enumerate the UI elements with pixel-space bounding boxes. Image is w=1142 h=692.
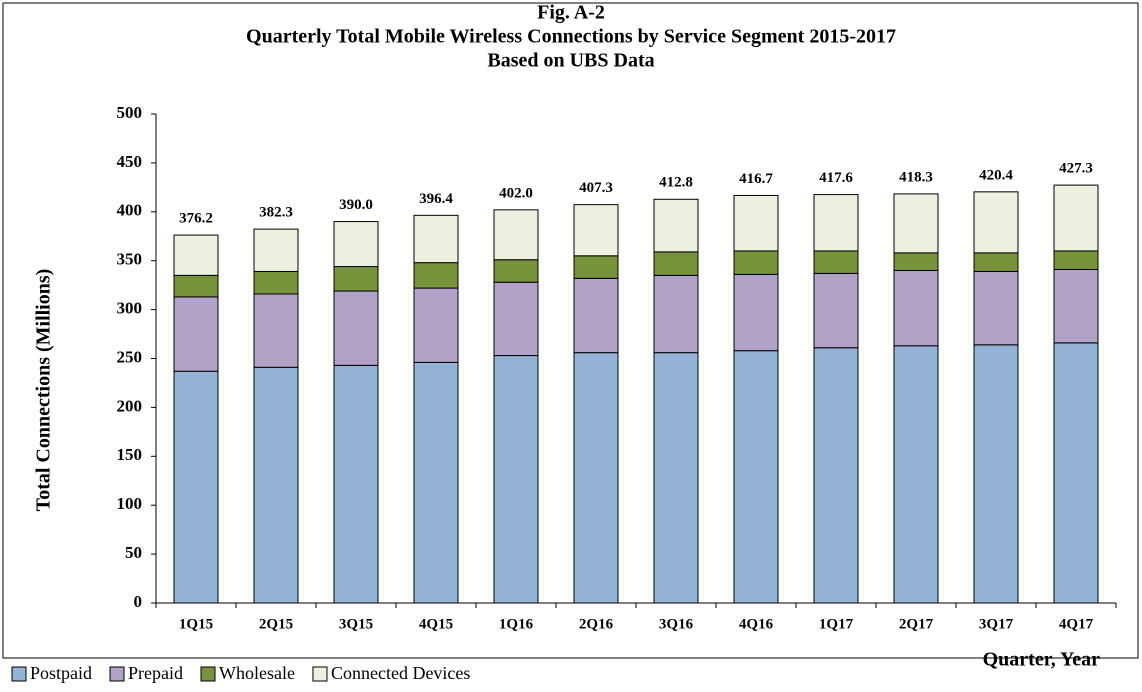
- legend-label: Connected Devices: [331, 663, 470, 683]
- bar-segment: [573, 255, 619, 279]
- bar-segment: [893, 252, 939, 271]
- bar-segment: [973, 344, 1019, 604]
- legend-swatch: [11, 666, 27, 682]
- bar-segment: [173, 274, 219, 298]
- bar-segment: [1053, 184, 1099, 252]
- x-tick-label: 2Q17: [899, 616, 934, 632]
- bar-segment: [893, 345, 939, 604]
- y-tick-label: 100: [117, 494, 143, 513]
- x-tick-label: 3Q15: [339, 616, 373, 632]
- bar-segment: [653, 274, 699, 354]
- x-axis-label: Quarter, Year: [983, 649, 1100, 671]
- x-tick-label: 4Q17: [1059, 616, 1094, 632]
- x-tick-label: 2Q15: [259, 616, 293, 632]
- bar-segment: [173, 234, 219, 276]
- y-tick-label: 50: [125, 543, 142, 562]
- x-tick-label: 4Q16: [739, 616, 774, 632]
- bar-segment: [413, 361, 459, 604]
- bar-segment: [893, 193, 939, 254]
- chart-subtitle: Based on UBS Data: [487, 50, 654, 72]
- bar-segment: [1053, 250, 1099, 271]
- bar-segment: [493, 209, 539, 261]
- bar-segment: [653, 352, 699, 604]
- bar-segment: [813, 194, 859, 252]
- chart-subtitle: Quarterly Total Mobile Wireless Connecti…: [246, 26, 896, 48]
- y-tick-label: 500: [117, 103, 143, 122]
- bar-segment: [413, 287, 459, 363]
- chart-frame: [2, 2, 1139, 659]
- bar-segment: [173, 370, 219, 604]
- y-tick-label: 400: [117, 201, 143, 220]
- legend-swatch: [200, 666, 216, 682]
- bar-segment: [333, 266, 379, 292]
- y-tick-label: 250: [117, 347, 143, 366]
- bar-segment: [493, 281, 539, 357]
- total-label: 416.7: [739, 171, 773, 187]
- y-axis-label: Total Connections (Millions): [33, 269, 55, 512]
- bar-segment: [1053, 269, 1099, 344]
- bar-segment: [173, 296, 219, 372]
- x-tick-label: 1Q16: [499, 616, 534, 632]
- x-tick-label: 3Q17: [979, 616, 1014, 632]
- bar-segment: [1053, 342, 1099, 604]
- x-tick-label: 3Q16: [659, 616, 694, 632]
- legend-label: Postpaid: [30, 663, 92, 683]
- bar-segment: [253, 270, 299, 295]
- bar-segment: [333, 290, 379, 366]
- y-tick-label: 150: [117, 445, 143, 464]
- bar-segment: [413, 214, 459, 264]
- bar-segment: [973, 252, 1019, 272]
- bar-segment: [253, 228, 299, 272]
- bar-segment: [653, 198, 699, 253]
- y-tick-label: 200: [117, 396, 143, 415]
- bar-segment: [573, 352, 619, 604]
- legend-label: Wholesale: [219, 663, 295, 683]
- total-label: 412.8: [659, 175, 693, 191]
- bar-segment: [573, 204, 619, 257]
- legend-swatch: [312, 666, 328, 682]
- bar-segment: [733, 273, 779, 352]
- x-tick-label: 2Q16: [579, 616, 614, 632]
- bar-segment: [253, 366, 299, 604]
- bar-segment: [733, 194, 779, 252]
- bar-segment: [733, 250, 779, 275]
- y-tick-label: 450: [117, 152, 143, 171]
- bar-segment: [733, 350, 779, 604]
- bar-segment: [493, 355, 539, 604]
- total-label: 417.6: [819, 170, 853, 186]
- bar-segment: [653, 251, 699, 276]
- total-label: 390.0: [339, 197, 373, 213]
- y-tick-label: 350: [117, 250, 143, 269]
- x-tick-label: 1Q15: [179, 616, 213, 632]
- y-tick-label: 0: [134, 592, 143, 611]
- x-tick-label: 1Q17: [819, 616, 854, 632]
- y-tick-label: 300: [117, 299, 143, 318]
- bar-segment: [813, 347, 859, 604]
- total-label: 396.4: [419, 191, 453, 207]
- total-label: 376.2: [179, 211, 213, 227]
- bar-segment: [333, 221, 379, 268]
- total-label: 427.3: [1059, 161, 1093, 177]
- legend-label: Prepaid: [128, 663, 183, 683]
- total-label: 418.3: [899, 169, 933, 185]
- bar-segment: [973, 270, 1019, 346]
- bar-segment: [413, 262, 459, 289]
- legend-swatch: [109, 666, 125, 682]
- total-label: 420.4: [979, 167, 1013, 183]
- total-label: 407.3: [579, 180, 613, 196]
- chart-title: Fig. A-2: [537, 2, 605, 24]
- bar-segment: [333, 364, 379, 604]
- bar-segment: [813, 272, 859, 349]
- bar-segment: [973, 191, 1019, 254]
- total-label: 402.0: [499, 185, 533, 201]
- total-label: 382.3: [259, 205, 293, 221]
- x-tick-label: 4Q15: [419, 616, 453, 632]
- bar-segment: [573, 277, 619, 354]
- bar-segment: [493, 259, 539, 283]
- bar-segment: [253, 293, 299, 368]
- bar-segment: [893, 269, 939, 347]
- bar-segment: [813, 250, 859, 274]
